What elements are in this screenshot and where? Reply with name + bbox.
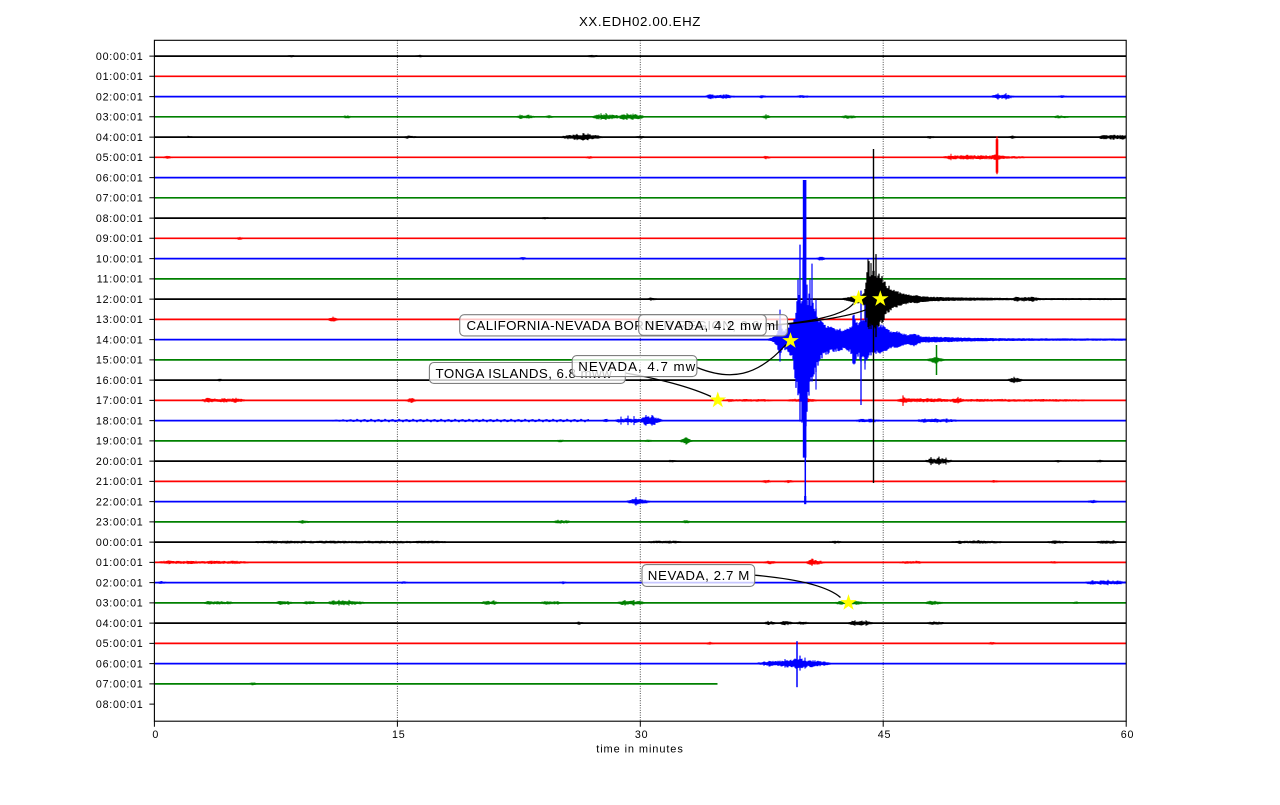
svg-text:time in minutes: time in minutes <box>596 744 683 756</box>
svg-text:03:00:01: 03:00:01 <box>96 112 144 124</box>
svg-text:06:00:01: 06:00:01 <box>96 172 144 184</box>
svg-text:07:00:01: 07:00:01 <box>96 679 144 691</box>
svg-text:22:00:01: 22:00:01 <box>96 496 144 508</box>
svg-text:11:00:01: 11:00:01 <box>97 274 144 286</box>
svg-text:08:00:01: 08:00:01 <box>96 213 144 225</box>
svg-text:01:00:01: 01:00:01 <box>96 557 144 569</box>
svg-text:05:00:01: 05:00:01 <box>96 638 144 650</box>
svg-text:03:00:01: 03:00:01 <box>96 598 144 610</box>
svg-text:45: 45 <box>878 729 891 741</box>
svg-text:07:00:01: 07:00:01 <box>96 193 144 205</box>
svg-text:17:00:01: 17:00:01 <box>96 395 144 407</box>
svg-text:08:00:01: 08:00:01 <box>96 699 144 711</box>
svg-text:0: 0 <box>152 729 159 741</box>
svg-text:XX.EDH02.00.EHZ: XX.EDH02.00.EHZ <box>579 14 701 29</box>
svg-text:14:00:01: 14:00:01 <box>96 334 144 346</box>
svg-text:NEVADA, 4.7 mw: NEVADA, 4.7 mw <box>578 359 696 374</box>
svg-text:04:00:01: 04:00:01 <box>96 618 144 630</box>
svg-text:21:00:01: 21:00:01 <box>96 476 144 488</box>
svg-text:10:00:01: 10:00:01 <box>96 253 144 265</box>
svg-text:12:00:01: 12:00:01 <box>96 294 144 306</box>
svg-text:09:00:01: 09:00:01 <box>96 233 144 245</box>
svg-text:18:00:01: 18:00:01 <box>96 415 144 427</box>
svg-text:02:00:01: 02:00:01 <box>96 91 144 103</box>
svg-text:02:00:01: 02:00:01 <box>96 577 144 589</box>
svg-text:04:00:01: 04:00:01 <box>96 132 144 144</box>
svg-text:60: 60 <box>1121 729 1134 741</box>
svg-text:20:00:01: 20:00:01 <box>96 456 144 468</box>
svg-text:16:00:01: 16:00:01 <box>96 375 144 387</box>
svg-text:13:00:01: 13:00:01 <box>96 314 144 326</box>
svg-text:05:00:01: 05:00:01 <box>96 152 144 164</box>
svg-text:NEVADA, 2.7 M: NEVADA, 2.7 M <box>648 568 750 583</box>
svg-text:15: 15 <box>392 729 405 741</box>
svg-text:00:00:01: 00:00:01 <box>96 537 144 549</box>
svg-text:06:00:01: 06:00:01 <box>96 658 144 670</box>
svg-text:01:00:01: 01:00:01 <box>96 71 144 83</box>
svg-text:19:00:01: 19:00:01 <box>96 436 144 448</box>
svg-text:23:00:01: 23:00:01 <box>96 517 144 529</box>
svg-text:00:00:01: 00:00:01 <box>96 51 144 63</box>
svg-text:30: 30 <box>635 729 648 741</box>
svg-text:15:00:01: 15:00:01 <box>96 355 144 367</box>
svg-text:TONGA ISLANDS, 6.8 mww: TONGA ISLANDS, 6.8 mww <box>436 366 613 381</box>
svg-text:NEVADA, 4.2 mw: NEVADA, 4.2 mw <box>645 318 763 333</box>
